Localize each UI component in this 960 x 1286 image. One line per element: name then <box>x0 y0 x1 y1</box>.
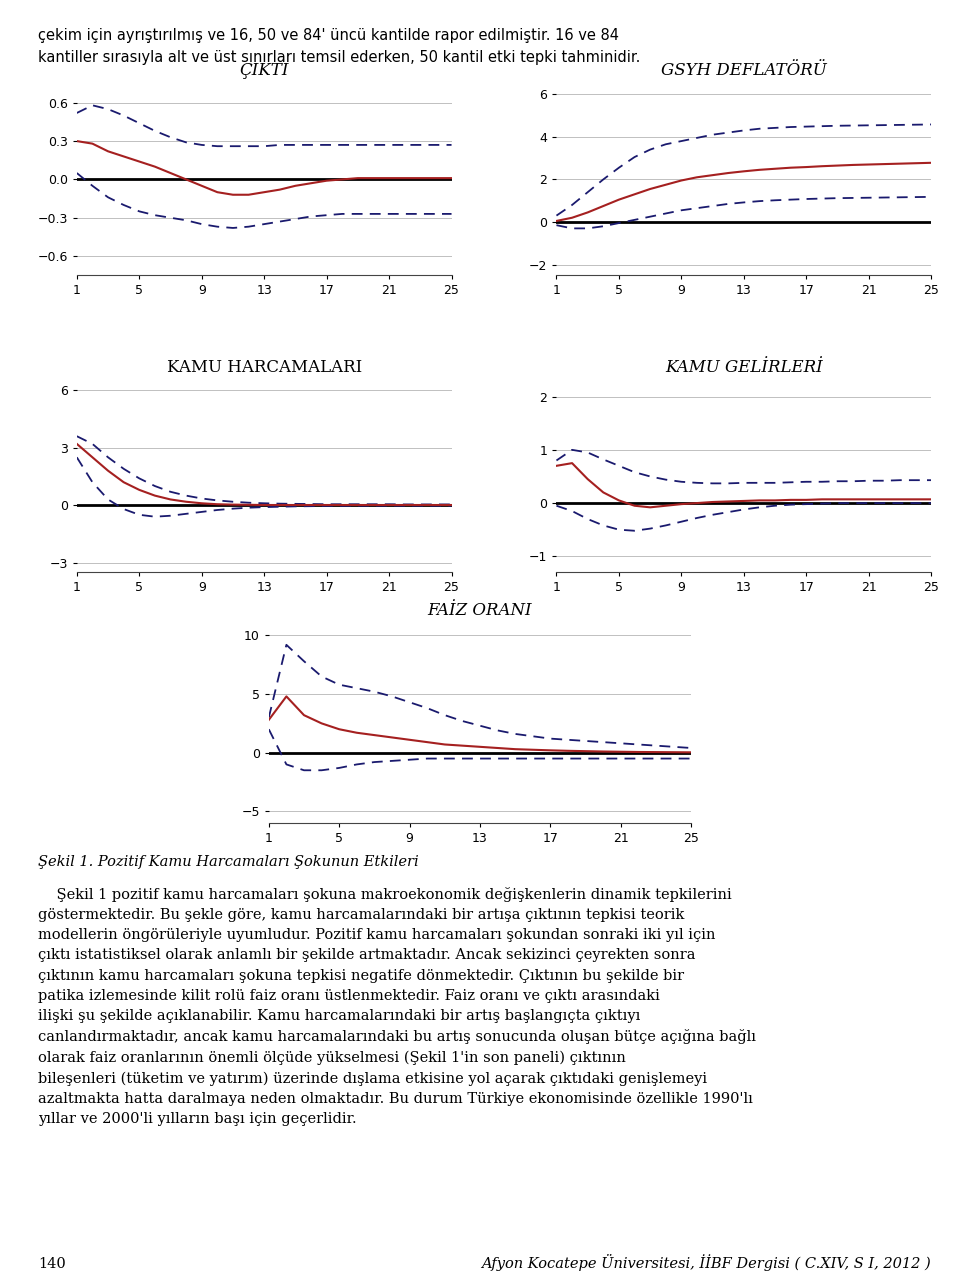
Title: GSYH DEFLATÖRÜ: GSYH DEFLATÖRÜ <box>660 62 827 80</box>
Title: ÇIKTI: ÇIKTI <box>239 62 289 80</box>
Text: çekim için ayrıştırılmış ve 16, 50 ve 84' üncü kantilde rapor edilmiştir. 16 ve : çekim için ayrıştırılmış ve 16, 50 ve 84… <box>38 28 640 66</box>
Text: Şekil 1 pozitif kamu harcamaları şokuna makroekonomik değişkenlerin dinamik tepk: Şekil 1 pozitif kamu harcamaları şokuna … <box>38 887 756 1125</box>
Text: Şekil 1. Pozitif Kamu Harcamaları Şokunun Etkileri: Şekil 1. Pozitif Kamu Harcamaları Şokunu… <box>38 855 419 869</box>
Text: 140: 140 <box>38 1256 66 1271</box>
Title: FAİZ ORANI: FAİZ ORANI <box>428 602 532 620</box>
Title: KAMU GELİRLERİ: KAMU GELİRLERİ <box>665 359 823 377</box>
Text: Afyon Kocatepe Üniversitesi, İİBF Dergisi ( C.XIV, S I, 2012 ): Afyon Kocatepe Üniversitesi, İİBF Dergis… <box>482 1254 931 1271</box>
Title: KAMU HARCAMALARI: KAMU HARCAMALARI <box>166 359 362 377</box>
